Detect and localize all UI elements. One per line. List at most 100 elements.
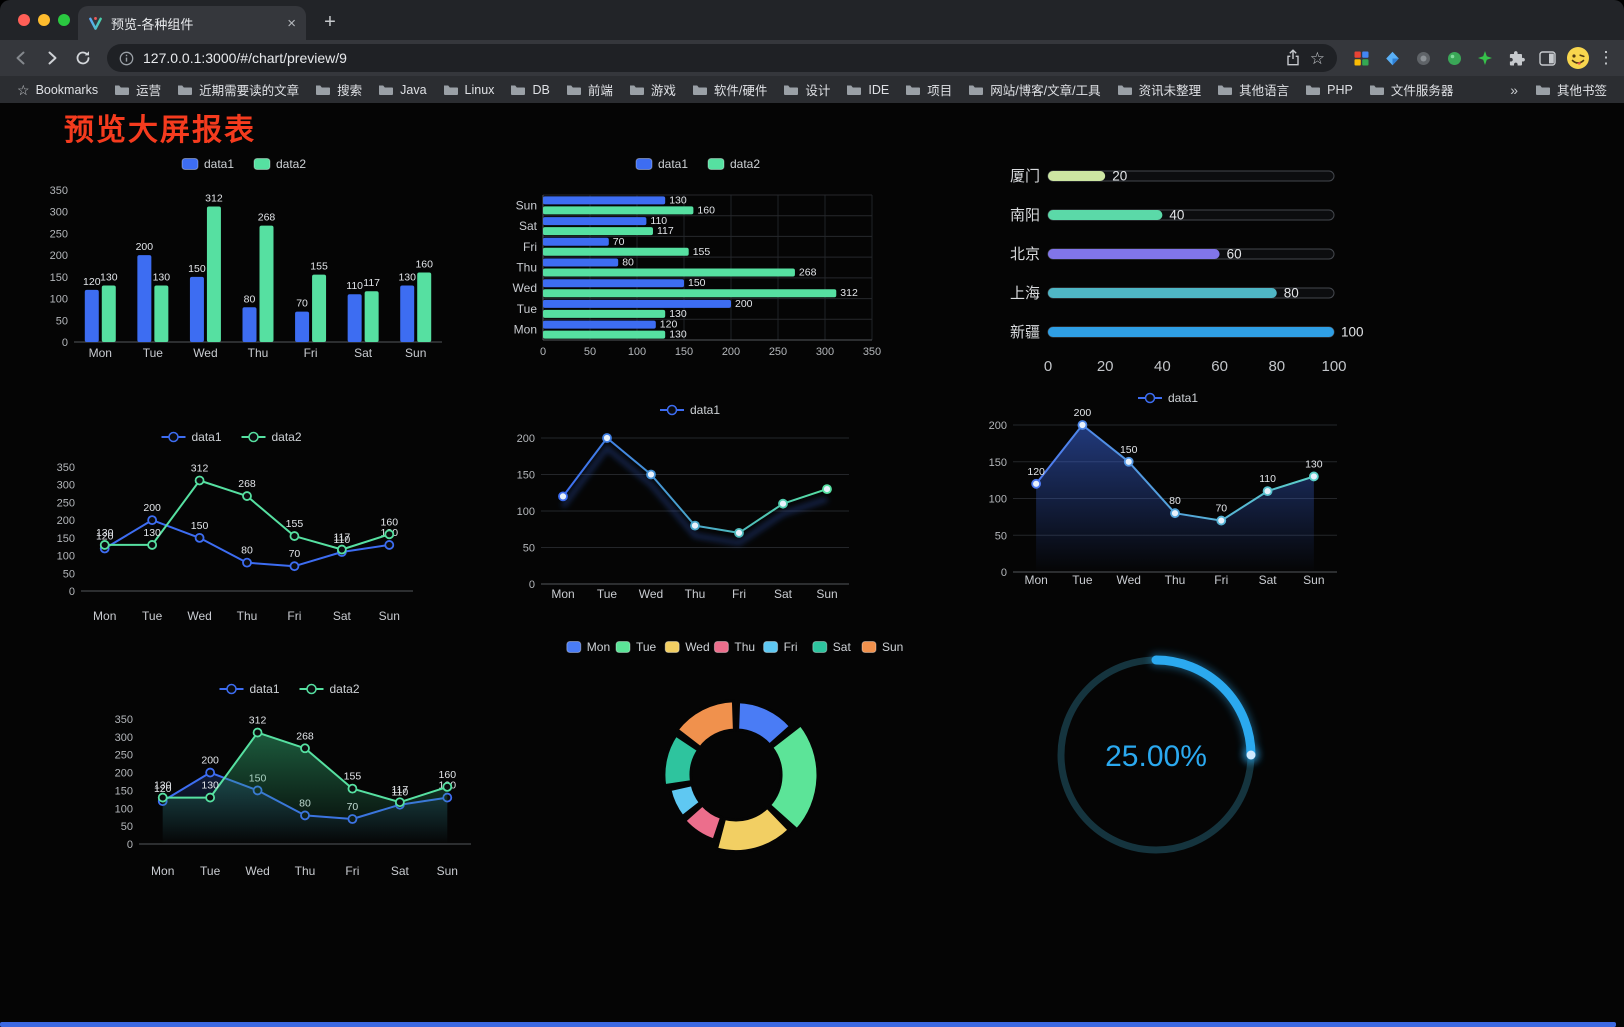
grouped-bar-chart[interactable]: data1 data2 0 50 100 150 200 250 300 350 Mon Tue Wed… <box>40 150 450 368</box>
close-window-button[interactable] <box>18 14 30 26</box>
horizontal-bar-chart[interactable]: data1 data2 0 50 100 150 200 250 300 350 Mon 120 130… <box>500 150 898 368</box>
extension-icon-green-dot[interactable] <box>1441 45 1467 71</box>
bookmark-star-icon[interactable]: ☆ <box>1309 48 1325 68</box>
folder-icon <box>511 85 526 95</box>
browser-menu-icon[interactable]: ⋮ <box>1597 48 1615 67</box>
bookmark-folder[interactable]: 设计 <box>776 78 837 101</box>
profile-avatar[interactable] <box>1565 45 1591 71</box>
svg-text:300: 300 <box>115 732 133 744</box>
svg-text:120: 120 <box>660 319 678 331</box>
svg-text:130: 130 <box>669 194 687 206</box>
new-tab-button[interactable]: + <box>324 11 336 33</box>
back-icon[interactable] <box>8 45 34 71</box>
minimize-window-button[interactable] <box>38 14 50 26</box>
bookmark-folder[interactable]: 运营 <box>107 78 168 101</box>
bookmark-folder[interactable]: 资讯未整理 <box>1110 78 1209 101</box>
svg-text:Thu: Thu <box>1165 573 1186 587</box>
chart-legend[interactable]: data1 data2 <box>161 430 302 444</box>
svg-text:Mon: Mon <box>1024 573 1047 587</box>
svg-text:上海: 上海 <box>1010 285 1040 302</box>
chart-legend[interactable]: data1 data2 <box>635 157 760 171</box>
svg-text:data1: data1 <box>204 157 234 171</box>
svg-text:150: 150 <box>50 272 68 284</box>
weekday-donut-chart[interactable]: Mon Tue Wed Thu Fri Sat Sun <box>550 633 918 865</box>
svg-text:80: 80 <box>1169 495 1181 507</box>
svg-text:Sun: Sun <box>516 198 537 212</box>
svg-text:200: 200 <box>115 768 133 780</box>
svg-text:160: 160 <box>439 769 457 781</box>
extension-icon-sparkle[interactable] <box>1472 45 1498 71</box>
dual-area-line-chart[interactable]: data1 data2 0 50 100 150 200 250 300 350 Mon Tue Wed… <box>103 673 478 885</box>
bookmark-folder[interactable]: 前端 <box>559 78 620 101</box>
svg-text:70: 70 <box>289 548 301 560</box>
folder-icon <box>1369 85 1384 95</box>
bookmark-folder-label: PHP <box>1327 82 1353 97</box>
bookmark-folder-label: 软件/硬件 <box>713 84 768 98</box>
other-bookmarks-folder[interactable]: 其他书签 <box>1528 78 1614 101</box>
bookmarks-overflow-chevron[interactable]: » <box>1510 81 1518 98</box>
svg-text:Wed: Wed <box>639 587 663 601</box>
bookmark-folder-list: 运营 近期需要读的文章 搜索 Java Linux DB 前端 游戏 软件/硬件 设计 IDE 项目 网… <box>107 78 1460 101</box>
chart-legend[interactable]: data1 <box>660 403 720 417</box>
bookmark-folder[interactable]: 游戏 <box>622 78 683 101</box>
gradient-line-chart[interactable]: data1 0 50 100 150 200 Mon Tue Wed Thu Fri Sat Sun <box>505 395 877 610</box>
zoom-window-button[interactable] <box>58 14 70 26</box>
dual-line-chart-canvas: data1 data2 0 50 100 150 200 250 300 350 Mon Tue Wed… <box>57 430 413 623</box>
bookmark-folder[interactable]: 搜索 <box>308 78 369 101</box>
bookmark-folder[interactable]: Linux <box>436 81 502 99</box>
extensions-puzzle-icon[interactable] <box>1503 45 1529 71</box>
bookmark-folder[interactable]: PHP <box>1298 81 1360 99</box>
svg-text:250: 250 <box>50 228 68 240</box>
bookmarks-apps-item[interactable]: ☆ Bookmarks <box>10 81 105 99</box>
browser-tab[interactable]: 预览-各种组件 × <box>78 6 306 40</box>
svg-text:160: 160 <box>381 516 399 528</box>
bookmark-folder[interactable]: DB <box>503 81 556 99</box>
area-line-chart[interactable]: data1 0 50 100 150 200 Mon Tue Wed Thu Fri Sat Sun 12… <box>985 385 1353 597</box>
reload-icon[interactable] <box>70 45 96 71</box>
side-panel-icon[interactable] <box>1534 45 1560 71</box>
tab-close-icon[interactable]: × <box>287 14 296 32</box>
line-series-data2: 130 130 312 268 155 117 160 <box>96 462 399 555</box>
chart-legend[interactable]: Mon Tue Wed Thu Fri Sat Sun <box>566 640 904 654</box>
city-progress-bars[interactable]: 厦门 20 南阳 40 北京 60 上海 80 新疆 100 0 20 40 60 80 100 <box>1000 158 1372 383</box>
bookmark-folder[interactable]: 近期需要读的文章 <box>170 78 306 101</box>
svg-text:南阳: 南阳 <box>1010 207 1040 224</box>
donut-slice-Fri <box>668 783 702 818</box>
forward-icon[interactable] <box>39 45 65 71</box>
bookmark-folder[interactable]: IDE <box>839 81 896 99</box>
svg-text:0: 0 <box>69 586 75 598</box>
chart-legend[interactable]: data1 data2 <box>219 682 360 696</box>
extension-icon-kite[interactable] <box>1379 45 1405 71</box>
svg-text:80: 80 <box>1268 358 1285 375</box>
bookmark-folder[interactable]: 软件/硬件 <box>685 78 774 101</box>
svg-text:100: 100 <box>989 494 1007 506</box>
bookmark-folder[interactable]: 项目 <box>898 78 959 101</box>
site-info-icon[interactable] <box>119 51 134 66</box>
extension-icon-mosaic[interactable] <box>1348 45 1374 71</box>
svg-text:200: 200 <box>735 298 753 310</box>
extension-icon-globe[interactable] <box>1410 45 1436 71</box>
percentage-gauge[interactable]: 25.00% <box>1036 635 1276 875</box>
svg-text:80: 80 <box>241 545 253 557</box>
chart-legend[interactable]: data1 data2 <box>181 157 306 171</box>
bookmark-folder[interactable]: 文件服务器 <box>1362 78 1461 101</box>
page-title: 预览大屏报表 <box>64 114 256 147</box>
horizontal-scrollbar[interactable] <box>0 1022 1616 1027</box>
svg-text:Sun: Sun <box>405 346 426 360</box>
svg-text:Tue: Tue <box>1072 573 1093 587</box>
svg-text:150: 150 <box>675 346 693 358</box>
svg-text:117: 117 <box>363 277 380 289</box>
svg-text:50: 50 <box>121 821 133 833</box>
bookmark-folder[interactable]: Java <box>371 81 433 99</box>
svg-text:Tue: Tue <box>142 609 163 623</box>
address-bar[interactable]: 127.0.0.1:3000/#/chart/preview/9 ☆ <box>107 44 1337 72</box>
svg-text:data1: data1 <box>1168 391 1198 405</box>
bookmark-folder[interactable]: 网站/博客/文章/工具 <box>961 78 1107 101</box>
chart-legend[interactable]: data1 <box>1138 391 1198 405</box>
svg-text:312: 312 <box>840 287 858 299</box>
window-controls <box>18 14 70 26</box>
bookmark-folder[interactable]: 其他语言 <box>1210 78 1296 101</box>
svg-text:data2: data2 <box>730 157 760 171</box>
dual-line-chart[interactable]: data1 data2 0 50 100 150 200 250 300 350 Mon Tue Wed… <box>45 423 420 635</box>
share-icon[interactable] <box>1285 49 1301 67</box>
